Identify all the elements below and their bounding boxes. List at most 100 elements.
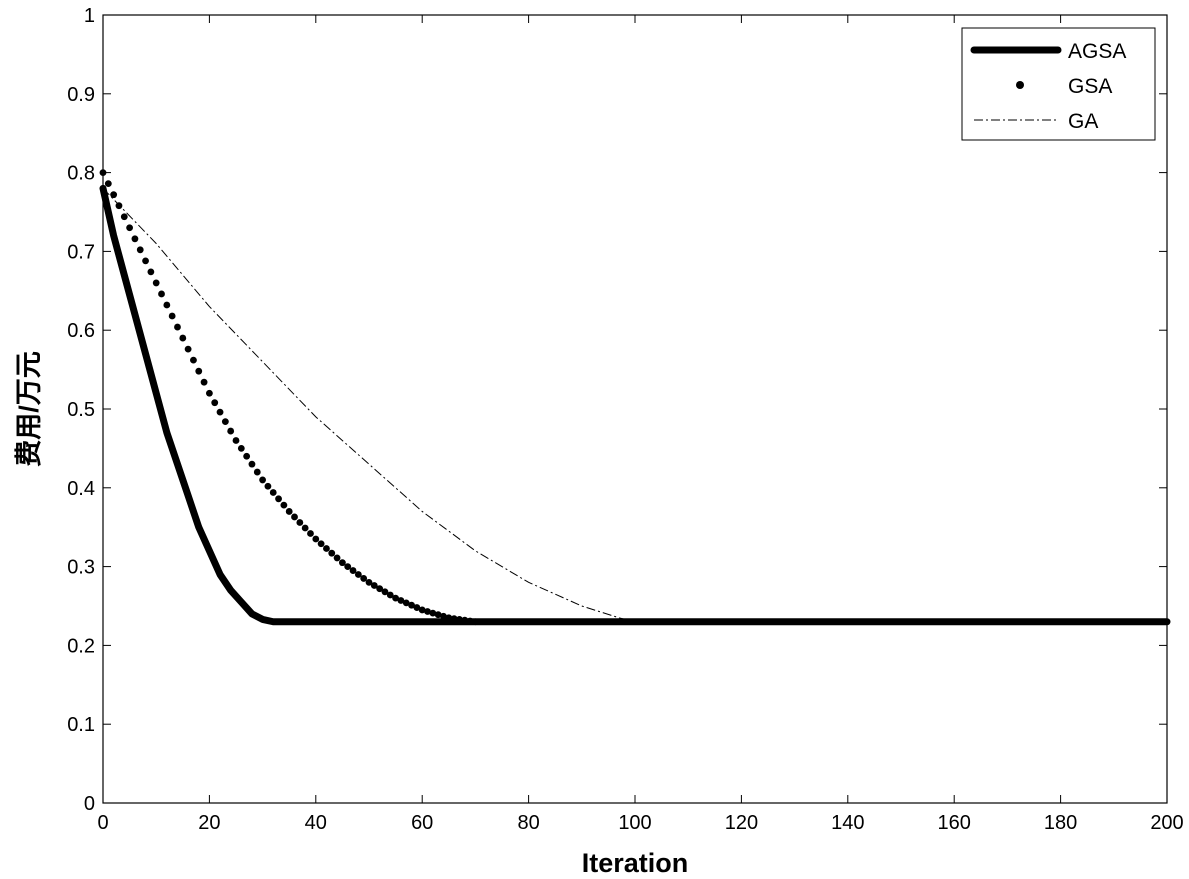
x-tick-label: 200 bbox=[1150, 812, 1183, 834]
y-tick-label: 0.1 bbox=[67, 714, 95, 736]
gsa-point bbox=[402, 599, 410, 607]
gsa-point bbox=[120, 213, 128, 221]
gsa-point bbox=[275, 495, 282, 503]
gsa-point bbox=[408, 601, 415, 609]
x-tick-label: 40 bbox=[305, 812, 327, 834]
gsa-point bbox=[243, 452, 251, 460]
gsa-point bbox=[386, 591, 394, 599]
x-tick-label: 0 bbox=[97, 812, 108, 834]
y-tick-label: 0.5 bbox=[67, 399, 95, 421]
gsa-point bbox=[392, 594, 399, 602]
plot-area bbox=[102, 14, 1168, 804]
gsa-point bbox=[237, 445, 245, 452]
gsa-point bbox=[339, 559, 346, 567]
x-tick-label: 140 bbox=[831, 812, 864, 834]
series-layer bbox=[99, 169, 1171, 626]
gsa-point bbox=[413, 604, 421, 611]
gsa-point bbox=[418, 606, 426, 614]
gsa-point bbox=[317, 540, 325, 548]
y-tick-label: 0.7 bbox=[67, 241, 95, 263]
y-axis-label: 费用/万元 bbox=[14, 351, 44, 467]
gsa-point bbox=[280, 501, 288, 509]
gsa-point bbox=[328, 549, 336, 557]
gsa-point bbox=[424, 608, 431, 615]
legend-swatch-gsa bbox=[1016, 81, 1024, 89]
gsa-point bbox=[174, 323, 181, 331]
gsa-point bbox=[168, 312, 176, 320]
gsa-point bbox=[195, 367, 203, 375]
gsa-point bbox=[206, 389, 213, 397]
gsa-point bbox=[147, 268, 155, 276]
gsa-point bbox=[360, 575, 368, 582]
gsa-point bbox=[136, 246, 144, 254]
gsa-point bbox=[434, 611, 442, 619]
axis-ticks: 0 20 40 60 80 100 120 140 160 180 200 0 0.1 0.2 0.3 0.4… bbox=[67, 5, 1184, 834]
gsa-point bbox=[323, 545, 330, 552]
gsa-point bbox=[440, 612, 447, 620]
gsa-point bbox=[110, 191, 118, 199]
gsa-point bbox=[211, 399, 219, 407]
gsa-point bbox=[291, 513, 298, 521]
gsa-point bbox=[184, 345, 192, 353]
y-tick-label: 0 bbox=[84, 793, 95, 815]
x-tick-label: 20 bbox=[198, 812, 220, 834]
y-tick-label: 0.8 bbox=[67, 163, 95, 185]
legend-label-agsa: AGSA bbox=[1068, 40, 1126, 63]
gsa-point bbox=[248, 460, 256, 468]
gsa-point bbox=[397, 597, 405, 604]
gsa-point bbox=[163, 301, 171, 309]
y-tick-label: 1 bbox=[84, 5, 95, 27]
y-tick-label: 0.2 bbox=[67, 635, 95, 657]
gsa-point bbox=[307, 530, 314, 537]
gsa-point bbox=[200, 378, 208, 386]
legend: AGSA GSA GA bbox=[961, 27, 1156, 141]
gsa-point bbox=[115, 202, 123, 210]
gsa-point bbox=[429, 609, 437, 617]
gsa-point bbox=[152, 279, 160, 287]
gsa-point bbox=[99, 169, 107, 177]
y-tick-label: 0.9 bbox=[67, 84, 95, 106]
gsa-point bbox=[142, 257, 149, 265]
x-tick-label: 180 bbox=[1044, 812, 1077, 834]
gsa-point bbox=[190, 356, 197, 364]
gsa-point bbox=[312, 535, 320, 543]
x-tick-label: 100 bbox=[618, 812, 651, 834]
gsa-point bbox=[370, 582, 378, 589]
y-tick-label: 0.4 bbox=[67, 478, 95, 500]
gsa-point bbox=[227, 427, 235, 435]
gsa-point bbox=[131, 235, 139, 243]
gsa-point bbox=[253, 468, 261, 476]
gsa-point bbox=[179, 334, 187, 342]
gsa-point bbox=[104, 180, 112, 188]
gsa-point bbox=[285, 508, 293, 515]
series-ga-line bbox=[102, 188, 1167, 623]
x-axis-label: Iteration bbox=[582, 848, 689, 878]
gsa-point bbox=[365, 578, 373, 586]
gsa-point bbox=[333, 554, 341, 562]
y-tick-label: 0.6 bbox=[67, 320, 95, 342]
gsa-point bbox=[269, 489, 277, 496]
gsa-point bbox=[376, 585, 384, 593]
gsa-point bbox=[344, 563, 352, 570]
gsa-point bbox=[221, 418, 229, 426]
x-tick-label: 160 bbox=[938, 812, 971, 834]
gsa-point bbox=[158, 290, 165, 298]
gsa-point bbox=[381, 588, 389, 596]
y-tick-label: 0.3 bbox=[67, 557, 95, 579]
gsa-point bbox=[301, 524, 309, 532]
gsa-point bbox=[296, 519, 304, 526]
gsa-point bbox=[216, 408, 224, 416]
series-agsa-line bbox=[99, 184, 1171, 626]
gsa-point bbox=[126, 224, 133, 232]
legend-label-gsa: GSA bbox=[1068, 75, 1112, 98]
gsa-point bbox=[349, 567, 357, 574]
gsa-point bbox=[264, 482, 272, 490]
legend-label-ga: GA bbox=[1068, 110, 1098, 133]
gsa-point bbox=[232, 437, 240, 444]
x-tick-label: 80 bbox=[517, 812, 539, 834]
x-tick-label: 120 bbox=[725, 812, 758, 834]
x-tick-label: 60 bbox=[411, 812, 433, 834]
gsa-point bbox=[259, 476, 266, 484]
gsa-point bbox=[354, 571, 362, 578]
